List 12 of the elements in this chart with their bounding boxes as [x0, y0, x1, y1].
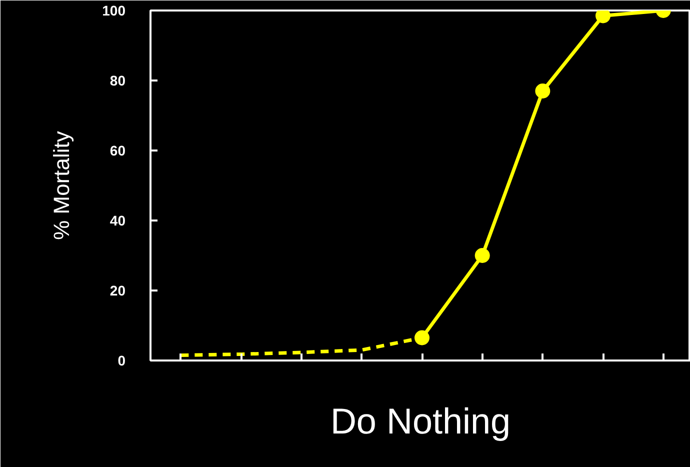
y-tick-label: 0: [118, 352, 126, 368]
point: [414, 330, 430, 346]
x-axis-title: Do Nothing: [330, 400, 511, 442]
y-tick-label: 40: [110, 212, 126, 228]
point: [474, 248, 490, 263]
y-axis-title: % Mortality: [49, 131, 74, 240]
point: [535, 84, 550, 98]
y-tick-label: 20: [110, 282, 126, 298]
y-tick-label: 100: [102, 2, 126, 18]
point: [596, 10, 611, 24]
y-tick-label: 60: [110, 142, 126, 158]
y-tick-label: 80: [110, 72, 126, 88]
